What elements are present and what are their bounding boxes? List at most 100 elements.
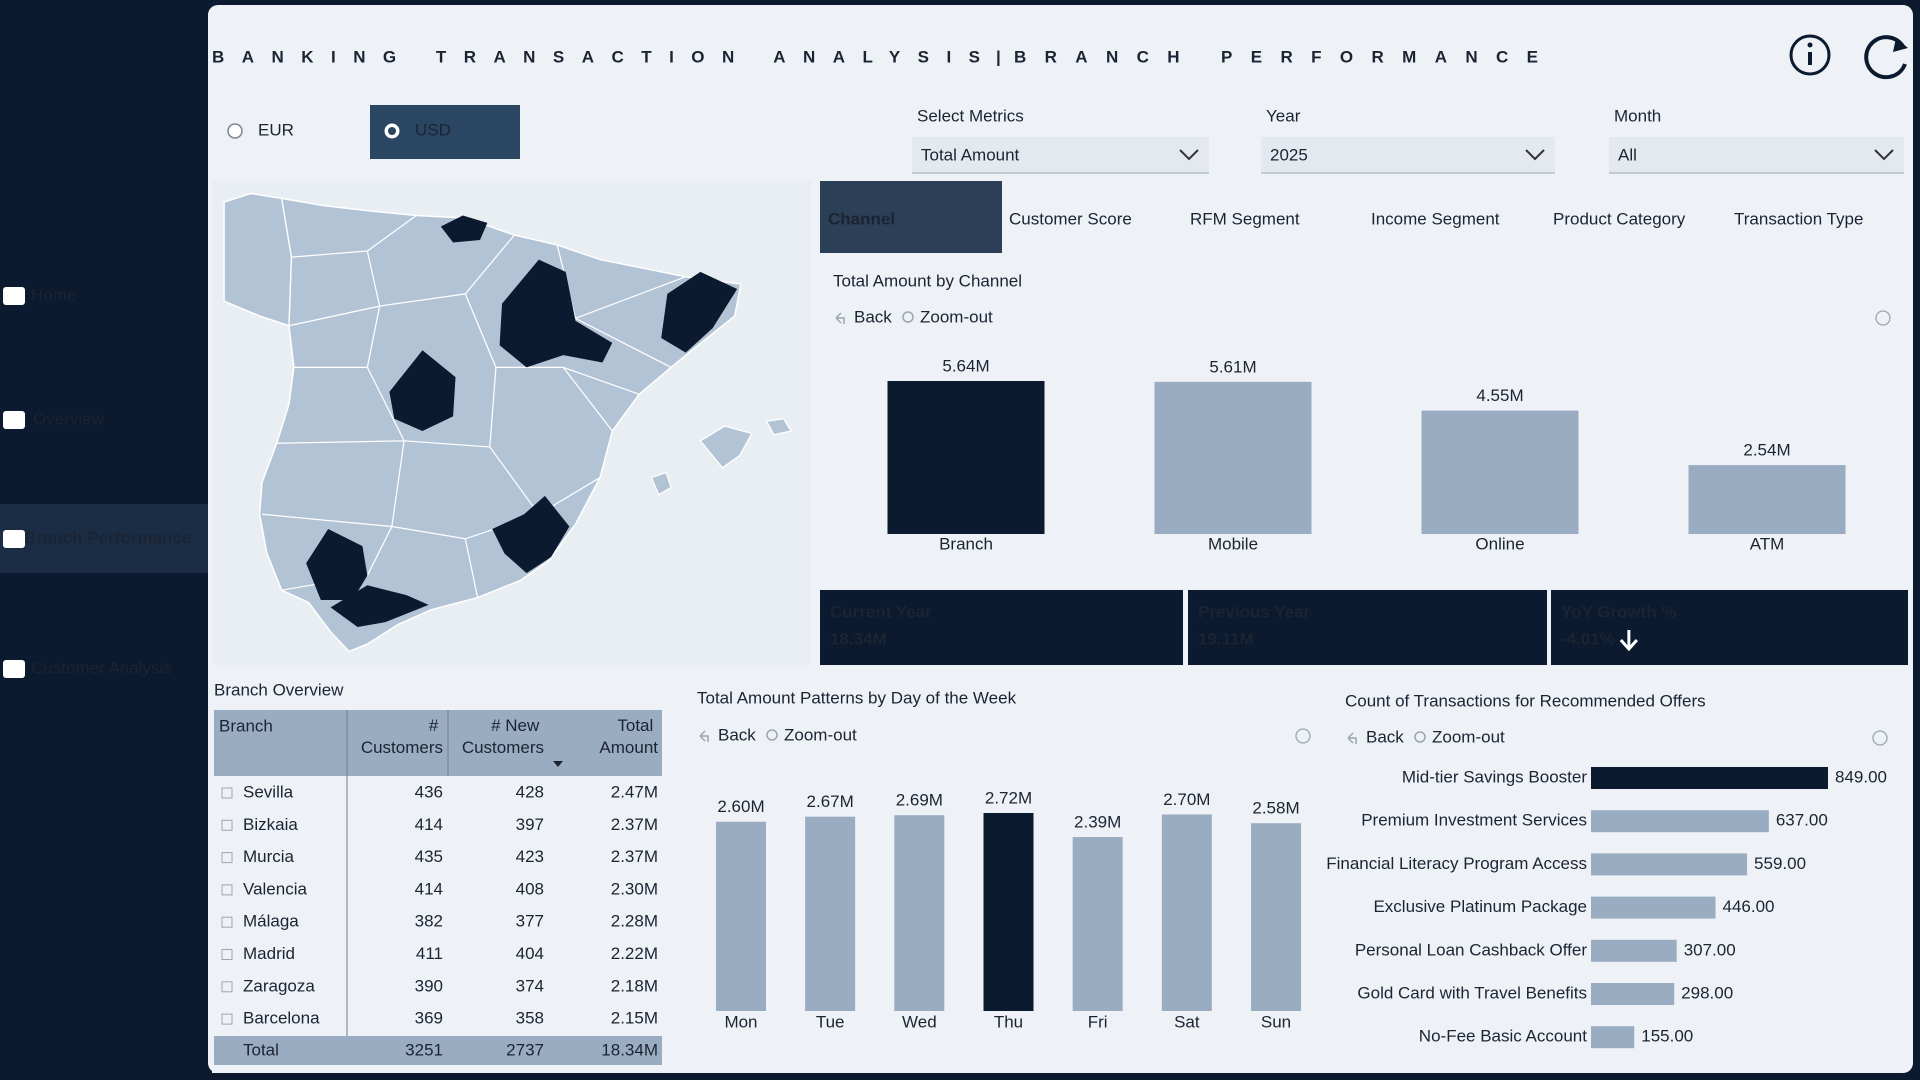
table-cell: 2.18M: [611, 976, 658, 995]
x-category-label: Online: [1475, 534, 1524, 553]
kpi-label: Previous Year: [1198, 602, 1311, 621]
chart-control[interactable]: Back: [835, 307, 892, 326]
bar: [894, 815, 945, 1011]
zoom-icon: [1414, 731, 1426, 743]
radio-option[interactable]: USD: [370, 105, 520, 159]
info-icon-dot: [1807, 42, 1813, 48]
expand-icon[interactable]: [221, 884, 233, 896]
expand-icon[interactable]: [221, 1013, 233, 1025]
table-cell: 390: [415, 976, 443, 995]
table-cell: 404: [516, 944, 544, 963]
radio-option[interactable]: EUR: [227, 120, 294, 139]
table-cell: 411: [416, 944, 443, 963]
nav-active: [0, 504, 208, 573]
tab[interactable]: Channel: [820, 181, 1002, 253]
dropdown-chevron: [1179, 149, 1199, 161]
help-button[interactable]: [1872, 730, 1888, 746]
dropdown-box: [1261, 137, 1555, 173]
expand-icon[interactable]: [221, 981, 233, 993]
data-label: 298.00: [1681, 983, 1733, 1002]
expand-icon[interactable]: [221, 949, 233, 960]
kpi-value: 18.34M: [830, 629, 887, 648]
x-category-label: Thu: [994, 1012, 1023, 1031]
kpi-value: 19.11M: [1198, 629, 1254, 648]
control-label: Back: [718, 725, 756, 744]
dropdown[interactable]: All: [1609, 137, 1904, 174]
control-label: Zoom-out: [920, 307, 993, 326]
refresh-button[interactable]: [1864, 35, 1908, 80]
data-label: 446.00: [1723, 897, 1775, 916]
control-label: Back: [854, 307, 892, 326]
map-island: [650, 471, 672, 496]
info-icon: [1789, 34, 1831, 76]
table-total-bg: [214, 1036, 662, 1065]
refresh-icon: [1864, 35, 1907, 80]
chart-control[interactable]: Zoom-out: [1414, 727, 1505, 746]
table-total-cell: Total: [243, 1040, 279, 1059]
back-icon: [1347, 732, 1357, 744]
tab[interactable]: Transaction Type: [1734, 209, 1863, 228]
tab[interactable]: RFM Segment: [1190, 209, 1300, 228]
nav-item[interactable]: Home: [3, 285, 76, 305]
bar: [1154, 381, 1312, 534]
expand-icon[interactable]: [221, 916, 233, 928]
radio-dot: [388, 127, 396, 135]
y-category-label: No-Fee Basic Account: [1419, 1027, 1587, 1046]
bar: [1591, 939, 1677, 962]
y-category-label: Financial Literacy Program Access: [1326, 854, 1587, 873]
table-header: # Customers: [361, 716, 443, 757]
info-button[interactable]: [1789, 34, 1831, 76]
tab[interactable]: Product Category: [1553, 209, 1686, 228]
dropdown[interactable]: 2025: [1261, 137, 1555, 174]
nav-item[interactable]: Overview: [3, 409, 105, 429]
chart-control[interactable]: Zoom-out: [902, 307, 993, 326]
bar: [1072, 837, 1123, 1011]
table-cell: Málaga: [243, 912, 299, 931]
expand-icon[interactable]: [221, 852, 233, 864]
expand-icon[interactable]: [221, 787, 233, 799]
table-header: # New Customers: [462, 716, 544, 757]
table-cell: 414: [415, 815, 443, 834]
refresh-arrow: [1893, 38, 1908, 52]
kpi-card: [1551, 590, 1908, 665]
tab[interactable]: Customer Score: [1009, 209, 1132, 228]
tab[interactable]: Income Segment: [1371, 209, 1500, 228]
chart-control[interactable]: Zoom-out: [766, 725, 857, 744]
table-total-cell: 3251: [405, 1040, 443, 1059]
map-region: [389, 350, 456, 432]
help-button[interactable]: [1295, 728, 1311, 744]
help-button[interactable]: [1875, 310, 1891, 326]
kpi-value: -4.01%: [1561, 629, 1615, 648]
table-cell: Barcelona: [243, 1009, 320, 1028]
filter-label: Select Metrics: [917, 106, 1024, 125]
table-cell: 358: [516, 1009, 544, 1028]
bar: [1591, 767, 1828, 789]
chart-control[interactable]: Back: [699, 725, 756, 744]
nav-item[interactable]: Branch Performance: [3, 528, 191, 548]
bar: [1161, 814, 1212, 1011]
kpi-card: [1188, 590, 1547, 665]
back-icon: [699, 730, 709, 742]
table-total-cell: 2737: [506, 1040, 544, 1059]
kpi-down-arrow: [1619, 630, 1639, 652]
dropdown-box: [1609, 137, 1904, 173]
y-category-label: Personal Loan Cashback Offer: [1355, 940, 1587, 959]
expand-icon[interactable]: [221, 819, 233, 831]
control-label: Zoom-out: [784, 725, 857, 744]
info-icon-bar: [1808, 52, 1812, 65]
map-region: [440, 215, 488, 243]
chart-control[interactable]: Back: [1347, 727, 1404, 746]
tab-selected-bg: [820, 181, 1002, 253]
nav-item[interactable]: Customer Analysis: [3, 658, 172, 678]
dropdown-box: [912, 137, 1209, 173]
map-region: [306, 528, 368, 601]
data-label: 2.69M: [896, 791, 943, 810]
filter-label: Month: [1614, 106, 1661, 125]
title-separator: |: [996, 47, 1001, 66]
dropdown[interactable]: Total Amount: [912, 137, 1209, 174]
data-label: 2.60M: [717, 797, 764, 816]
table-cell: 2.15M: [611, 1009, 658, 1028]
table-cell: 2.37M: [611, 847, 658, 866]
x-category-label: Sat: [1174, 1012, 1200, 1031]
